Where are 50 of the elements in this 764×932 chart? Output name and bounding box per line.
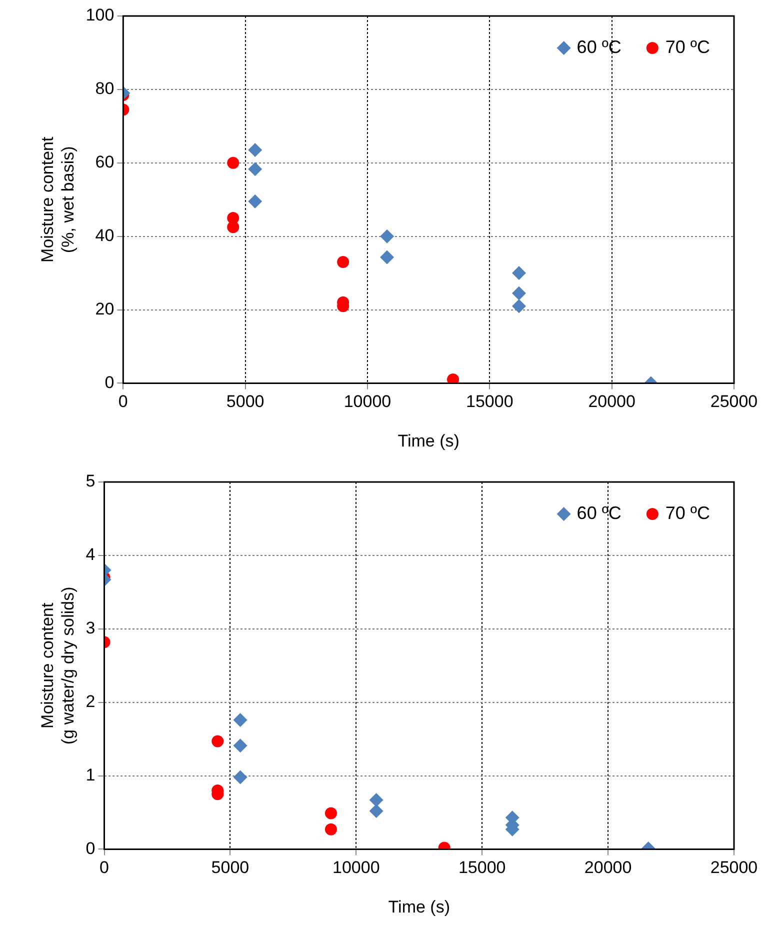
y-tick-label: 20	[95, 299, 114, 318]
point	[324, 823, 337, 836]
point	[227, 156, 240, 169]
y-tick-label: 5	[86, 472, 96, 491]
legend-label: 70 ºC	[665, 502, 710, 523]
point	[512, 299, 526, 314]
y-tick-label: 80	[95, 79, 114, 98]
point	[512, 266, 526, 280]
point	[227, 221, 240, 234]
y-tick-label: 0	[104, 372, 114, 392]
point	[337, 256, 350, 268]
point	[380, 250, 394, 264]
x-tick-label: 10000	[344, 392, 392, 412]
x-axis-title: Time (s)	[388, 897, 450, 916]
y-tick-label: 100	[86, 6, 114, 25]
x-tick-label: 20000	[588, 392, 636, 412]
y-tick-label: 3	[86, 618, 96, 638]
legend-label: 60 ºC	[576, 502, 622, 523]
x-axis-title: Time (s)	[398, 431, 460, 450]
point	[380, 229, 394, 244]
point	[369, 792, 384, 807]
point	[248, 162, 262, 176]
x-tick-label: 20000	[584, 858, 632, 878]
point	[233, 770, 248, 784]
y-tick-label: 0	[86, 838, 96, 858]
x-tick-label: 25000	[710, 392, 758, 412]
legend-label: 60 ºC	[576, 36, 622, 57]
point	[233, 712, 248, 727]
point	[248, 194, 262, 208]
x-tick-label: 25000	[710, 858, 758, 878]
y-tick-label: 40	[95, 226, 114, 246]
y-tick-label: 2	[86, 692, 96, 712]
x-tick-label: 15000	[458, 858, 506, 878]
y-tick-label: 60	[95, 152, 114, 172]
x-tick-label: 10000	[332, 858, 380, 878]
y-axis-title: Moisture content (g water/g dry solids)	[38, 586, 78, 744]
legend-label: 70 ºC	[665, 36, 710, 57]
x-tick-label: 5000	[211, 858, 250, 878]
y-axis-title: Moisture content (%, wet basis)	[38, 136, 78, 262]
point	[369, 804, 384, 818]
point	[233, 738, 248, 753]
x-tick-label: 15000	[466, 392, 514, 412]
y-tick-label: 4	[86, 545, 96, 564]
x-tick-label: 0	[118, 392, 128, 412]
y-tick-label: 1	[86, 765, 96, 784]
x-tick-label: 5000	[226, 392, 264, 412]
point	[512, 286, 526, 300]
point	[248, 143, 262, 158]
point	[324, 807, 337, 820]
point	[212, 735, 224, 748]
